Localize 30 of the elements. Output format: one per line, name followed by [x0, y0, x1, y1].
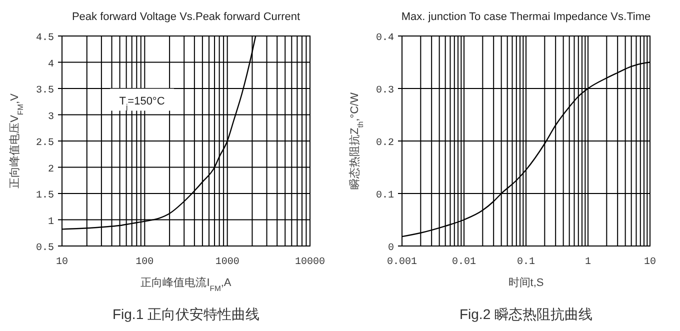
- x-tick-label: 100: [136, 257, 154, 268]
- x-tick-label: 0.001: [386, 257, 418, 268]
- caption: Fig.2 瞬态热阻抗曲线: [459, 306, 593, 322]
- x-tick-label: 1: [584, 257, 592, 268]
- y-tick-label: 1: [48, 216, 54, 228]
- caption: Fig.1 正向伏安特性曲线: [112, 306, 260, 322]
- y-tick-label: 3.5: [36, 86, 54, 96]
- y-tick-label: 0.5: [36, 243, 54, 254]
- y-tick-label: 2: [48, 164, 54, 176]
- x-tick-label: 1000: [215, 257, 240, 268]
- x-tick-label: 10: [56, 257, 68, 268]
- x-tick-label: 0.01: [452, 257, 476, 268]
- y-tick-label: 4: [48, 59, 54, 70]
- annotation: T$_{j}$=150°C: [119, 96, 165, 112]
- x-axis-title: 时间t,S: [508, 276, 544, 289]
- y-tick-label: 0.4: [376, 33, 394, 44]
- y-tick-label: 0.1: [376, 190, 394, 202]
- y-tick-label: 2.5: [36, 138, 54, 149]
- y-tick-label: 1.5: [36, 190, 54, 202]
- chart-title: Peak forward Voltage Vs.Peak forward Current: [72, 11, 300, 23]
- x-tick-label: 10000: [294, 257, 326, 268]
- chart-title: Max. junction To case Thermai Impedance Vs.Time: [401, 11, 651, 23]
- y-tick-label: 0.3: [376, 86, 394, 96]
- x-axis-title: 正向峰值电流I$_{FM}$,A: [140, 276, 232, 292]
- y-tick-label: 3: [48, 112, 54, 123]
- x-tick-label: 0.1: [516, 257, 536, 268]
- y-tick-label: 4.5: [36, 33, 54, 44]
- y-tick-label: 0.2: [376, 138, 394, 149]
- x-tick-label: 10: [644, 257, 656, 268]
- y-tick-label: 0: [388, 243, 394, 254]
